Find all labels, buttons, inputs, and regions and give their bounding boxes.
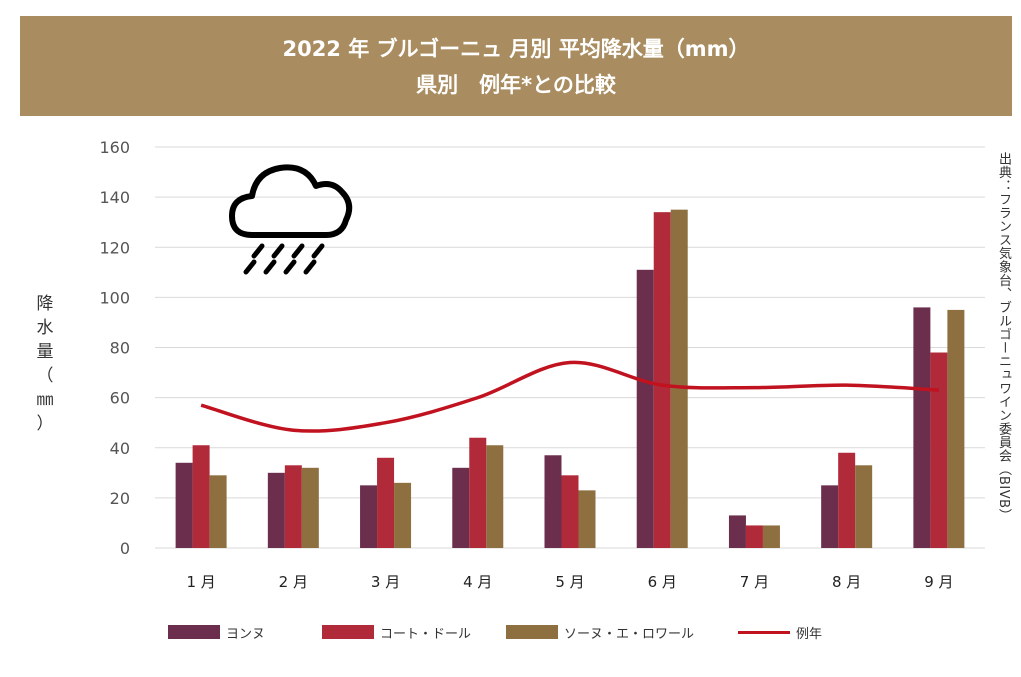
normal-line	[200, 360, 939, 433]
bar	[544, 455, 562, 548]
legend: ヨンヌ コート・ドール ソーヌ・エ・ロワール 例年	[168, 620, 868, 644]
bar	[855, 465, 873, 548]
bar	[284, 465, 302, 548]
bar	[838, 452, 856, 548]
legend-item-normal: 例年	[738, 620, 822, 644]
y-tick-label: 160	[99, 138, 130, 157]
y-tick-label: 60	[110, 389, 130, 408]
title-banner: 2022 年 ブルゴーニュ 月別 平均降水量（mm） 県別 例年*との比較	[20, 16, 1012, 116]
bar	[670, 209, 688, 548]
y-tick-label: 40	[110, 439, 130, 458]
y-axis-label-char: 量	[36, 342, 54, 362]
bar	[209, 475, 227, 548]
legend-item-saone: ソーヌ・エ・ロワール	[506, 620, 694, 644]
y-axis-label-char: 降	[36, 294, 54, 314]
bar	[360, 485, 378, 548]
legend-swatch	[322, 625, 374, 639]
x-tick-label: 8 月	[832, 573, 861, 591]
source-note: 出典：フランス気象台、ブルゴーニュワイン委員会（BIVB）	[996, 152, 1011, 523]
bar	[192, 445, 210, 548]
bar	[301, 467, 319, 548]
x-tick-label: 7 月	[740, 573, 769, 591]
legend-line-swatch	[738, 630, 790, 634]
y-axis-label-char: ㎜	[36, 390, 54, 410]
chart-subtitle: 県別 例年*との比較	[416, 73, 616, 97]
bar	[267, 472, 285, 548]
bar	[377, 457, 395, 548]
y-tick-label: 20	[110, 489, 130, 508]
bar	[821, 485, 839, 548]
bar	[486, 445, 504, 548]
bar	[578, 490, 596, 548]
bar	[930, 352, 948, 548]
bar	[653, 212, 671, 548]
x-tick-label: 2 月	[279, 573, 308, 591]
y-axis-label-char: （	[36, 366, 54, 386]
y-axis-label-char: 水	[36, 318, 54, 338]
legend-swatch	[506, 625, 558, 639]
bar	[762, 525, 780, 548]
ticks: 0 20 40 60 80 100 120 140 160 1 月 2 月 3 月 4 月 5 月 6 月 7…	[99, 138, 953, 591]
x-tick-label: 4 月	[463, 573, 492, 591]
legend-label: 例年	[796, 626, 823, 642]
y-axis-label-char: ）	[36, 414, 54, 434]
legend-label: コート・ドール	[380, 626, 472, 642]
legend-label: ヨンヌ	[226, 626, 266, 642]
bar	[636, 269, 654, 548]
legend-item-yonne: ヨンヌ	[168, 620, 265, 644]
y-axis-label: 降 水 量 （ ㎜ ）	[30, 292, 60, 436]
x-tick-label: 1 月	[186, 573, 215, 591]
chart-title: 2022 年 ブルゴーニュ 月別 平均降水量（mm）	[282, 37, 750, 61]
y-tick-label: 140	[99, 188, 130, 207]
x-tick-label: 6 月	[648, 573, 677, 591]
y-tick-label: 100	[99, 288, 130, 307]
bar	[561, 475, 579, 548]
bar	[469, 437, 487, 548]
legend-label: ソーヌ・エ・ロワール	[564, 626, 695, 642]
x-tick-label: 3 月	[371, 573, 400, 591]
bar	[947, 309, 965, 548]
bar	[745, 525, 763, 548]
bar	[394, 482, 412, 548]
y-tick-label: 80	[110, 339, 130, 358]
bar	[728, 515, 746, 548]
x-tick-label: 5 月	[555, 573, 584, 591]
legend-item-cote-dor: コート・ドール	[322, 620, 471, 644]
rain-cloud-icon	[229, 164, 353, 275]
x-tick-label: 9 月	[924, 573, 953, 591]
legend-swatch	[168, 625, 220, 639]
y-tick-label: 120	[99, 238, 130, 257]
bar	[452, 467, 470, 548]
bar	[175, 462, 193, 548]
bars	[175, 209, 965, 548]
normal-line-layer	[200, 360, 939, 433]
y-tick-label: 0	[120, 539, 130, 558]
bar	[913, 307, 931, 548]
